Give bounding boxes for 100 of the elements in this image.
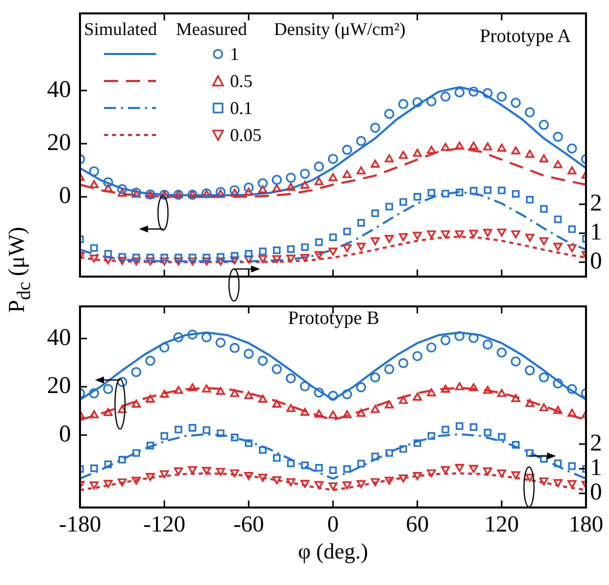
point [468, 86, 479, 97]
legend-label: 0.05 [230, 125, 262, 145]
point [103, 384, 114, 394]
point [202, 254, 210, 262]
legend-title: Density (μW/cm²) [274, 19, 406, 39]
point [131, 366, 142, 377]
point [314, 480, 324, 489]
point [328, 154, 338, 164]
point [230, 469, 240, 478]
point [258, 394, 268, 402]
point [272, 255, 282, 264]
point [426, 342, 436, 352]
point [497, 144, 506, 152]
point [370, 122, 380, 133]
point [117, 376, 128, 387]
point [554, 459, 562, 467]
point [188, 254, 196, 262]
point [174, 467, 183, 476]
point [441, 384, 450, 392]
x-axis-title: φ (deg.) [298, 538, 368, 564]
point [273, 246, 281, 254]
point [244, 182, 254, 193]
point [356, 480, 366, 488]
point [357, 219, 365, 227]
y-tick-label: 20 [47, 372, 71, 399]
point [287, 246, 295, 254]
point [539, 403, 548, 411]
point [146, 254, 154, 262]
point [553, 478, 562, 487]
point [484, 428, 492, 436]
point [286, 478, 296, 486]
point [414, 439, 422, 447]
point [398, 396, 408, 404]
point [90, 244, 98, 252]
point [314, 409, 324, 418]
point [412, 392, 422, 400]
text: Prototype A [480, 26, 571, 48]
point [441, 230, 450, 238]
point [188, 424, 196, 432]
point [273, 454, 281, 462]
point [314, 251, 324, 260]
point [454, 330, 464, 341]
point [328, 173, 338, 182]
point [566, 384, 577, 394]
point [89, 388, 100, 398]
point [216, 386, 225, 395]
y-tick-label: 0 [59, 421, 71, 448]
y-tick-label: 40 [47, 324, 71, 351]
point [104, 256, 113, 264]
point [469, 142, 478, 150]
point [566, 144, 577, 154]
point [315, 238, 323, 246]
point [174, 386, 183, 394]
point [258, 446, 266, 454]
point [568, 408, 576, 417]
point [132, 258, 141, 266]
point [300, 381, 310, 392]
point [145, 356, 156, 366]
point [525, 150, 534, 158]
point [539, 154, 548, 162]
point [525, 234, 534, 242]
point [384, 109, 394, 120]
point [398, 358, 408, 368]
point [314, 162, 324, 172]
point [230, 252, 238, 260]
point [412, 232, 422, 240]
point [496, 347, 507, 358]
point [314, 387, 324, 398]
point [384, 476, 394, 484]
point [470, 423, 478, 431]
point [258, 474, 268, 482]
point [174, 258, 183, 266]
point [371, 452, 379, 460]
point [356, 242, 366, 251]
point [428, 189, 436, 197]
y2-tick-label: 1 [590, 454, 602, 481]
point [90, 410, 98, 418]
point [342, 244, 352, 252]
point [258, 255, 268, 264]
point [370, 372, 380, 382]
annotation: Measured [176, 19, 247, 39]
point [370, 478, 380, 486]
point [455, 382, 464, 390]
legend-label: 0.1 [230, 98, 252, 118]
point [370, 404, 380, 413]
point [456, 422, 464, 430]
point [328, 248, 338, 256]
point [370, 237, 380, 246]
legend-label: 0.5 [230, 71, 252, 91]
point [90, 254, 98, 263]
point [230, 185, 240, 196]
point [244, 439, 252, 447]
point [160, 432, 168, 440]
point [512, 190, 520, 198]
annotation: Simulated [84, 19, 157, 39]
point [343, 465, 351, 473]
y2-tick-label: 2 [590, 430, 602, 456]
point [539, 477, 548, 486]
point [286, 254, 296, 263]
point [202, 466, 211, 475]
